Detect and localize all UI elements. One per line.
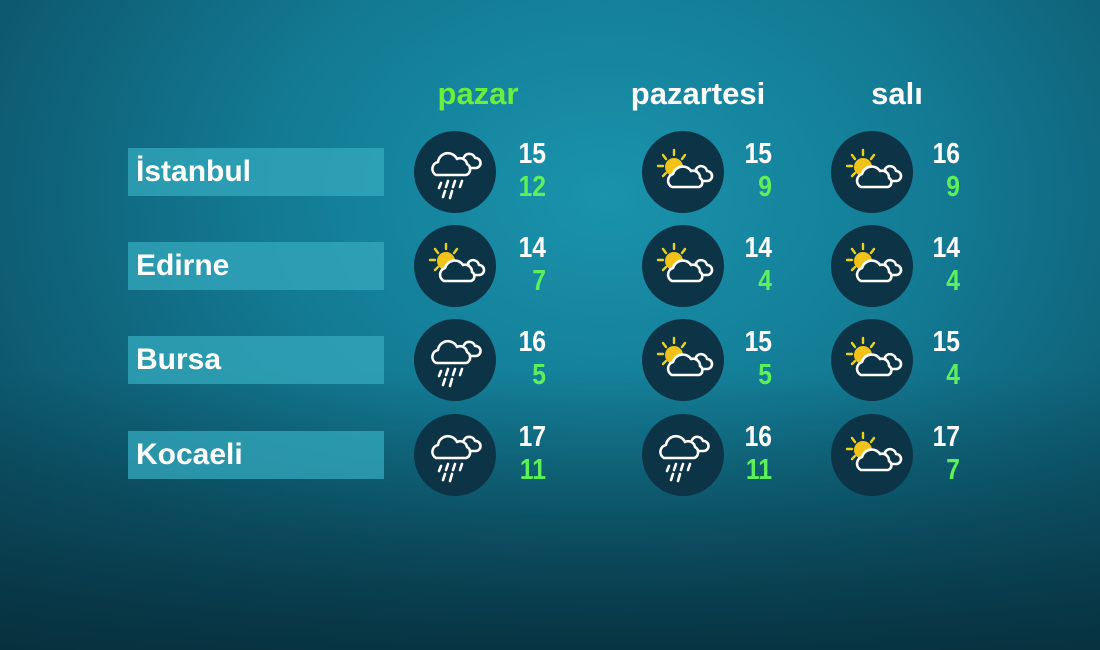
high-temp: 14 <box>744 232 772 264</box>
rain-icon <box>414 319 496 401</box>
rain-icon <box>414 131 496 213</box>
low-temp: 4 <box>946 265 960 297</box>
low-temp: 7 <box>946 454 960 486</box>
rain-icon <box>642 414 724 496</box>
day-header-salı: salı <box>871 76 923 111</box>
low-temp: 11 <box>519 454 546 486</box>
high-temp: 15 <box>744 138 772 170</box>
low-temp: 7 <box>532 265 546 297</box>
partly-sunny-icon <box>642 225 724 307</box>
partly-sunny-icon <box>642 131 724 213</box>
low-temp: 9 <box>758 171 772 203</box>
city-label: Kocaeli <box>128 431 384 479</box>
high-temp: 17 <box>518 421 546 453</box>
low-temp: 11 <box>745 454 772 486</box>
low-temp: 5 <box>532 359 546 391</box>
day-header-pazartesi: pazartesi <box>630 76 766 111</box>
background-trees <box>0 370 1100 650</box>
partly-sunny-icon <box>831 225 913 307</box>
low-temp: 9 <box>946 171 960 203</box>
low-temp: 5 <box>758 359 772 391</box>
high-temp: 15 <box>518 138 546 170</box>
high-temp: 17 <box>932 421 960 453</box>
high-temp: 16 <box>744 421 772 453</box>
high-temp: 16 <box>932 138 960 170</box>
low-temp: 4 <box>946 359 960 391</box>
high-temp: 15 <box>744 326 772 358</box>
high-temp: 16 <box>518 326 546 358</box>
day-header-pazar: pazar <box>437 76 519 111</box>
high-temp: 15 <box>932 326 960 358</box>
low-temp: 4 <box>758 265 772 297</box>
partly-sunny-icon <box>642 319 724 401</box>
low-temp: 12 <box>518 171 546 203</box>
partly-sunny-icon <box>831 414 913 496</box>
city-label: İstanbul <box>128 148 384 196</box>
partly-sunny-icon <box>414 225 496 307</box>
high-temp: 14 <box>932 232 960 264</box>
rain-icon <box>414 414 496 496</box>
city-label: Bursa <box>128 336 384 384</box>
partly-sunny-icon <box>831 319 913 401</box>
high-temp: 14 <box>518 232 546 264</box>
partly-sunny-icon <box>831 131 913 213</box>
city-label: Edirne <box>128 242 384 290</box>
